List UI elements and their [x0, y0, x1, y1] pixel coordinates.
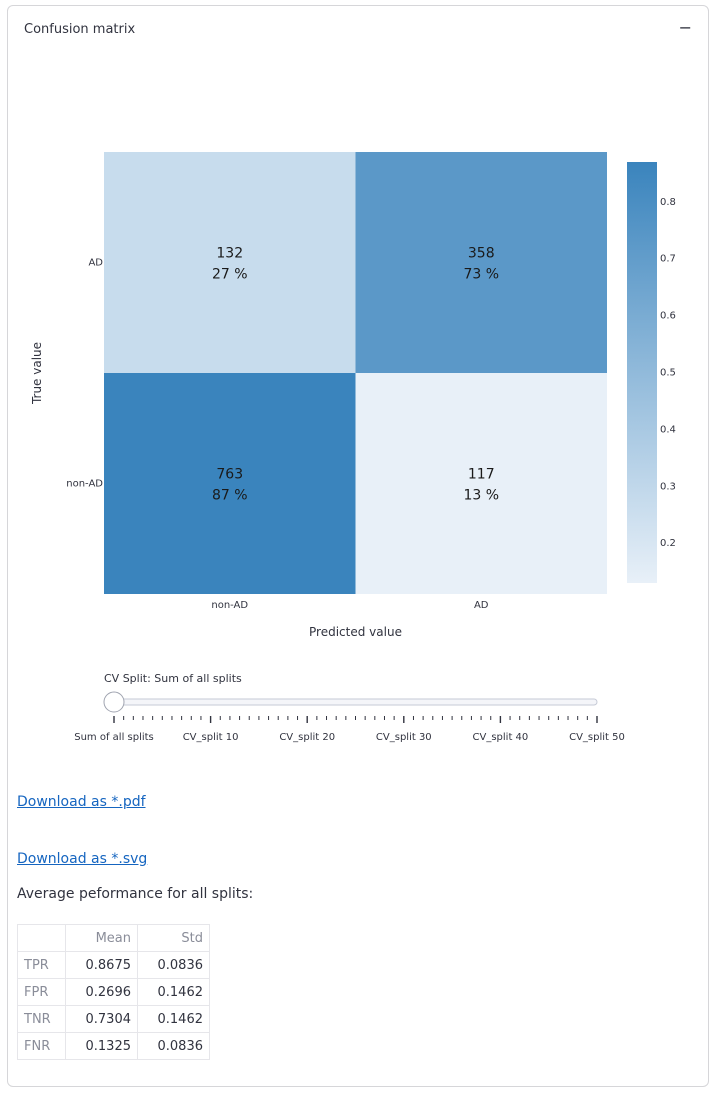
colorbar-tick-label: 0.7	[660, 254, 676, 265]
slider-tick-label: CV_split 30	[376, 732, 432, 743]
y-tick-label: non-AD	[66, 479, 103, 490]
mean-value: 0.2696	[65, 978, 138, 1006]
download-pdf-link[interactable]: Download as *.pdf	[17, 794, 146, 810]
cell-count-label: 358	[468, 246, 495, 262]
table-header-std: Std	[137, 924, 210, 952]
x-tick-label: AD	[474, 600, 489, 611]
mean-value: 0.1325	[65, 1032, 138, 1060]
table-row: FNR 0.1325 0.0836	[17, 1032, 210, 1060]
cell-count-label: 763	[216, 467, 243, 483]
slider-tick-label: CV_split 50	[569, 732, 625, 743]
expander-title[interactable]: Confusion matrix	[24, 22, 136, 37]
heatmap-cell	[104, 373, 356, 594]
performance-heading: Average peformance for all splits:	[17, 886, 254, 902]
slider-track[interactable]	[113, 698, 598, 706]
std-value: 0.0836	[137, 1032, 210, 1060]
colorbar-tick-label: 0.8	[660, 197, 676, 208]
slider-label: CV Split: Sum of all splits	[104, 672, 242, 685]
row-label: FNR	[17, 1032, 66, 1060]
table-header-mean: Mean	[65, 924, 138, 952]
table-header-cell	[17, 924, 66, 952]
x-tick-label: non-AD	[211, 600, 248, 611]
download-svg-link[interactable]: Download as *.svg	[17, 851, 148, 867]
colorbar-tick-label: 0.3	[660, 481, 676, 492]
colorbar-tick-label: 0.6	[660, 311, 676, 322]
heatmap-cell	[355, 373, 607, 594]
minus-icon[interactable]: −	[678, 18, 692, 37]
std-value: 0.1462	[137, 978, 210, 1006]
cell-percent-label: 87 %	[212, 488, 248, 504]
table-row: FPR 0.2696 0.1462	[17, 978, 210, 1006]
slider-tick-label: CV_split 40	[473, 732, 529, 743]
colorbar	[627, 162, 657, 583]
cell-percent-label: 27 %	[212, 267, 248, 283]
mean-value: 0.8675	[65, 951, 138, 979]
cell-percent-label: 73 %	[463, 267, 499, 283]
y-tick-label: AD	[88, 258, 103, 269]
cell-percent-label: 13 %	[463, 488, 499, 504]
row-label: TNR	[17, 1005, 66, 1033]
y-axis-label: True value	[30, 342, 44, 405]
cell-count-label: 117	[468, 467, 495, 483]
cell-count-label: 132	[216, 246, 243, 262]
table-header-row: Mean Std	[17, 924, 210, 952]
colorbar-tick-label: 0.2	[660, 538, 676, 549]
mean-value: 0.7304	[65, 1005, 138, 1033]
confusion-matrix-chart: 132 27 % 358 73 % 763 87 % 117 13 % non-AD AD AD n…	[30, 152, 676, 743]
x-axis-label: Predicted value	[309, 625, 402, 639]
confusion-matrix-expander: Confusion matrix −	[7, 5, 709, 1087]
colorbar-tick-label: 0.5	[660, 368, 676, 379]
heatmap-cell	[104, 152, 356, 373]
slider-tick-label: Sum of all splits	[74, 732, 154, 743]
row-label: TPR	[17, 951, 66, 979]
std-value: 0.1462	[137, 1005, 210, 1033]
slider-handle[interactable]	[103, 691, 125, 713]
std-value: 0.0836	[137, 951, 210, 979]
table-row: TPR 0.8675 0.0836	[17, 951, 210, 979]
table-row: TNR 0.7304 0.1462	[17, 1005, 210, 1033]
heatmap-cell	[355, 152, 607, 373]
slider-tick-label: CV_split 10	[183, 732, 239, 743]
performance-table: Mean Std TPR 0.8675 0.0836 FPR 0.2696 0.…	[17, 924, 210, 1060]
colorbar-tick-label: 0.4	[660, 424, 676, 435]
slider-tick-label: CV_split 20	[279, 732, 335, 743]
row-label: FPR	[17, 978, 66, 1006]
